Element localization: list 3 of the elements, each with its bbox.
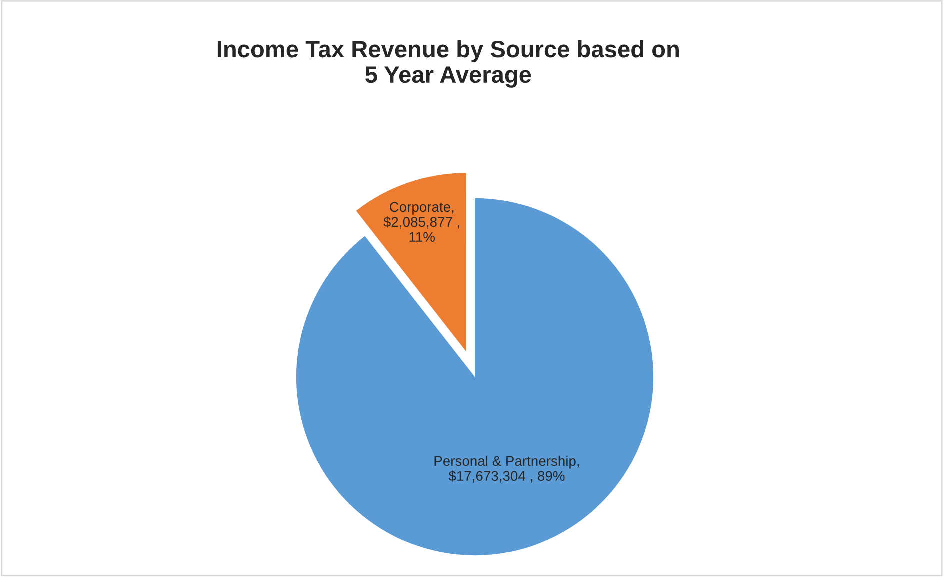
slice-label: Personal & Partnership, $17,673,304 , 89% xyxy=(434,456,580,483)
chart-title: Income Tax Revenue by Source based on 5 Year Average xyxy=(218,40,679,88)
slice-label: Corporate, $2,085,877 , 11% xyxy=(384,202,460,242)
